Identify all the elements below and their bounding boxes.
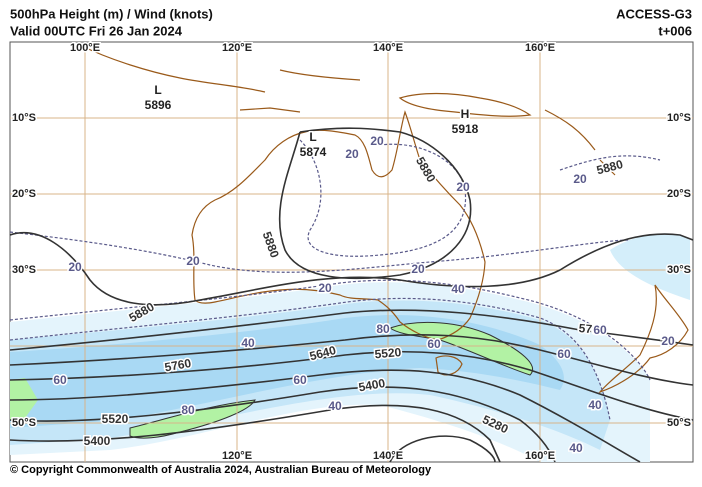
wind-speed-label: 20: [318, 281, 332, 295]
pressure-center-value: 5896: [145, 98, 172, 112]
wind-speed-label: 40: [328, 399, 342, 413]
latitude-label: 20°S: [667, 188, 691, 200]
valid-time: Valid 00UTC Fri 26 Jan 2024: [10, 23, 183, 38]
longitude-label: 120°E: [222, 42, 252, 54]
contour: [278, 127, 472, 280]
wind-speed-label: 60: [557, 347, 571, 361]
pressure-center-value: 5918: [452, 122, 479, 136]
contour: [9, 309, 694, 351]
contour: [9, 334, 694, 386]
wind-speed-label: 20: [370, 134, 384, 148]
isotach: [559, 155, 661, 171]
latitude-label: 30°S: [12, 264, 36, 276]
wind-shade-80: [129, 399, 256, 439]
lead-time: t+006: [658, 23, 692, 38]
longitude-label: 100°E: [70, 42, 100, 54]
isotach: [9, 279, 651, 381]
pressure-center-value: 5874: [300, 145, 327, 159]
islands-coast: [544, 109, 616, 176]
wind-speed-label: 40: [569, 441, 583, 455]
isotachs: [9, 139, 661, 421]
indonesia-coast: [79, 44, 361, 113]
map-area: [9, 41, 694, 463]
height-contour-label: 5760: [578, 321, 606, 337]
wind-speed-label: 20: [573, 172, 587, 186]
height-contour-label: 5400: [84, 434, 111, 448]
wind-speed-label: 40: [588, 398, 602, 412]
isotach: [9, 231, 631, 273]
longitude-label: 160°E: [525, 450, 555, 462]
latitude-label: 10°S: [667, 112, 691, 124]
pressure-center-type: L: [309, 130, 316, 144]
wind-speed-label: 60: [593, 323, 607, 337]
wind-shade-80: [10, 378, 38, 420]
latitude-label: 50°S: [12, 417, 36, 429]
contour: [9, 386, 556, 463]
latitude-label: 20°S: [12, 188, 36, 200]
height-contour-label: 5520: [374, 345, 402, 361]
contour: [9, 232, 694, 306]
wind-speed-label: 20: [186, 254, 200, 268]
contour: [389, 435, 496, 463]
pressure-center-type: H: [461, 107, 470, 121]
wind-speed-label: 40: [451, 282, 465, 296]
contour: [9, 369, 641, 463]
longitude-label: 140°E: [373, 450, 403, 462]
height-contour-label: 5760: [163, 356, 192, 374]
height-contour-label: 5520: [102, 412, 129, 426]
height-contours: [9, 127, 694, 463]
contour: [9, 404, 501, 463]
longitude-label: 120°E: [222, 450, 252, 462]
height-contour-label: 5400: [357, 376, 386, 394]
australia-coast: [191, 110, 486, 341]
isotach: [299, 139, 467, 257]
wind-speed-label: 80: [376, 322, 390, 336]
wind-speed-label: 80: [181, 403, 195, 417]
pressure-center-type: L: [154, 83, 161, 97]
latitude-label: 10°S: [12, 112, 36, 124]
wind-speed-label: 20: [456, 180, 470, 194]
contour: [9, 350, 694, 421]
wind-shade-60: [10, 315, 564, 428]
coastlines: [79, 44, 689, 394]
isotach: [9, 297, 611, 421]
wind-speed-label: 60: [53, 373, 67, 387]
wind-speed-label: 60: [293, 373, 307, 387]
map-title: 500hPa Height (m) / Wind (knots): [10, 6, 213, 21]
longitude-label: 140°E: [373, 42, 403, 54]
wind-speed-label: 20: [411, 262, 425, 276]
wind-speed-label: 20: [345, 147, 359, 161]
latitude-label: 50°S: [667, 417, 691, 429]
wind-speed-label: 60: [427, 337, 441, 351]
model-name: ACCESS-G3: [616, 6, 692, 21]
copyright: © Copyright Commonwealth of Australia 20…: [10, 464, 432, 476]
new-zealand-coast: [598, 284, 689, 394]
wind-shade-20: [610, 233, 690, 300]
new-guinea-coast: [398, 92, 532, 117]
latitude-label: 30°S: [667, 264, 691, 276]
wind-speed-label: 20: [661, 334, 675, 348]
longitude-label: 160°E: [525, 42, 555, 54]
wind-speed-label: 40: [241, 336, 255, 350]
wind-speed-label: 20: [68, 260, 82, 274]
